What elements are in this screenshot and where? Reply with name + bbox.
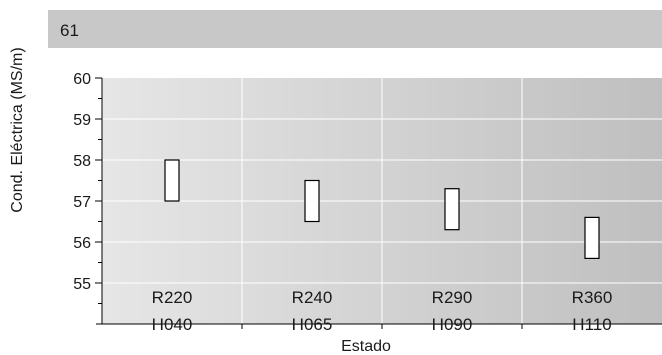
category-label-line2: H110 <box>572 315 611 334</box>
category-label-line1: R290 <box>432 288 473 307</box>
y-tick-label: 58 <box>73 153 91 170</box>
category-label-line1: R240 <box>292 288 333 307</box>
y-tick-label: 60 <box>73 71 91 88</box>
category-label-line1: R360 <box>572 288 613 307</box>
y-ticks: 55 56 57 58 59 60 <box>73 71 102 304</box>
category-label-line2: H065 <box>292 315 333 334</box>
x-axis-title: Estado <box>341 338 391 355</box>
range-box <box>164 159 180 202</box>
y-tick-label: 59 <box>73 112 91 129</box>
top-band-label: 61 <box>60 21 79 40</box>
y-tick-label: 56 <box>73 235 91 252</box>
top-band <box>48 10 662 48</box>
y-axis-title: Cond. Eléctrica (MS/m) <box>9 47 26 212</box>
range-box <box>444 188 460 231</box>
y-tick-label: 57 <box>73 194 91 211</box>
category-label-line1: R220 <box>152 288 193 307</box>
category-labels: R220 H040 R240 H065 R290 H090 R360 H110 <box>152 288 613 334</box>
category-label-line2: H090 <box>432 315 473 334</box>
category-label-line2: H040 <box>152 315 193 334</box>
range-box <box>304 179 320 223</box>
y-tick-label: 55 <box>73 276 91 293</box>
range-boxes <box>164 159 600 259</box>
range-box <box>584 216 600 259</box>
grid-lines <box>102 78 662 324</box>
